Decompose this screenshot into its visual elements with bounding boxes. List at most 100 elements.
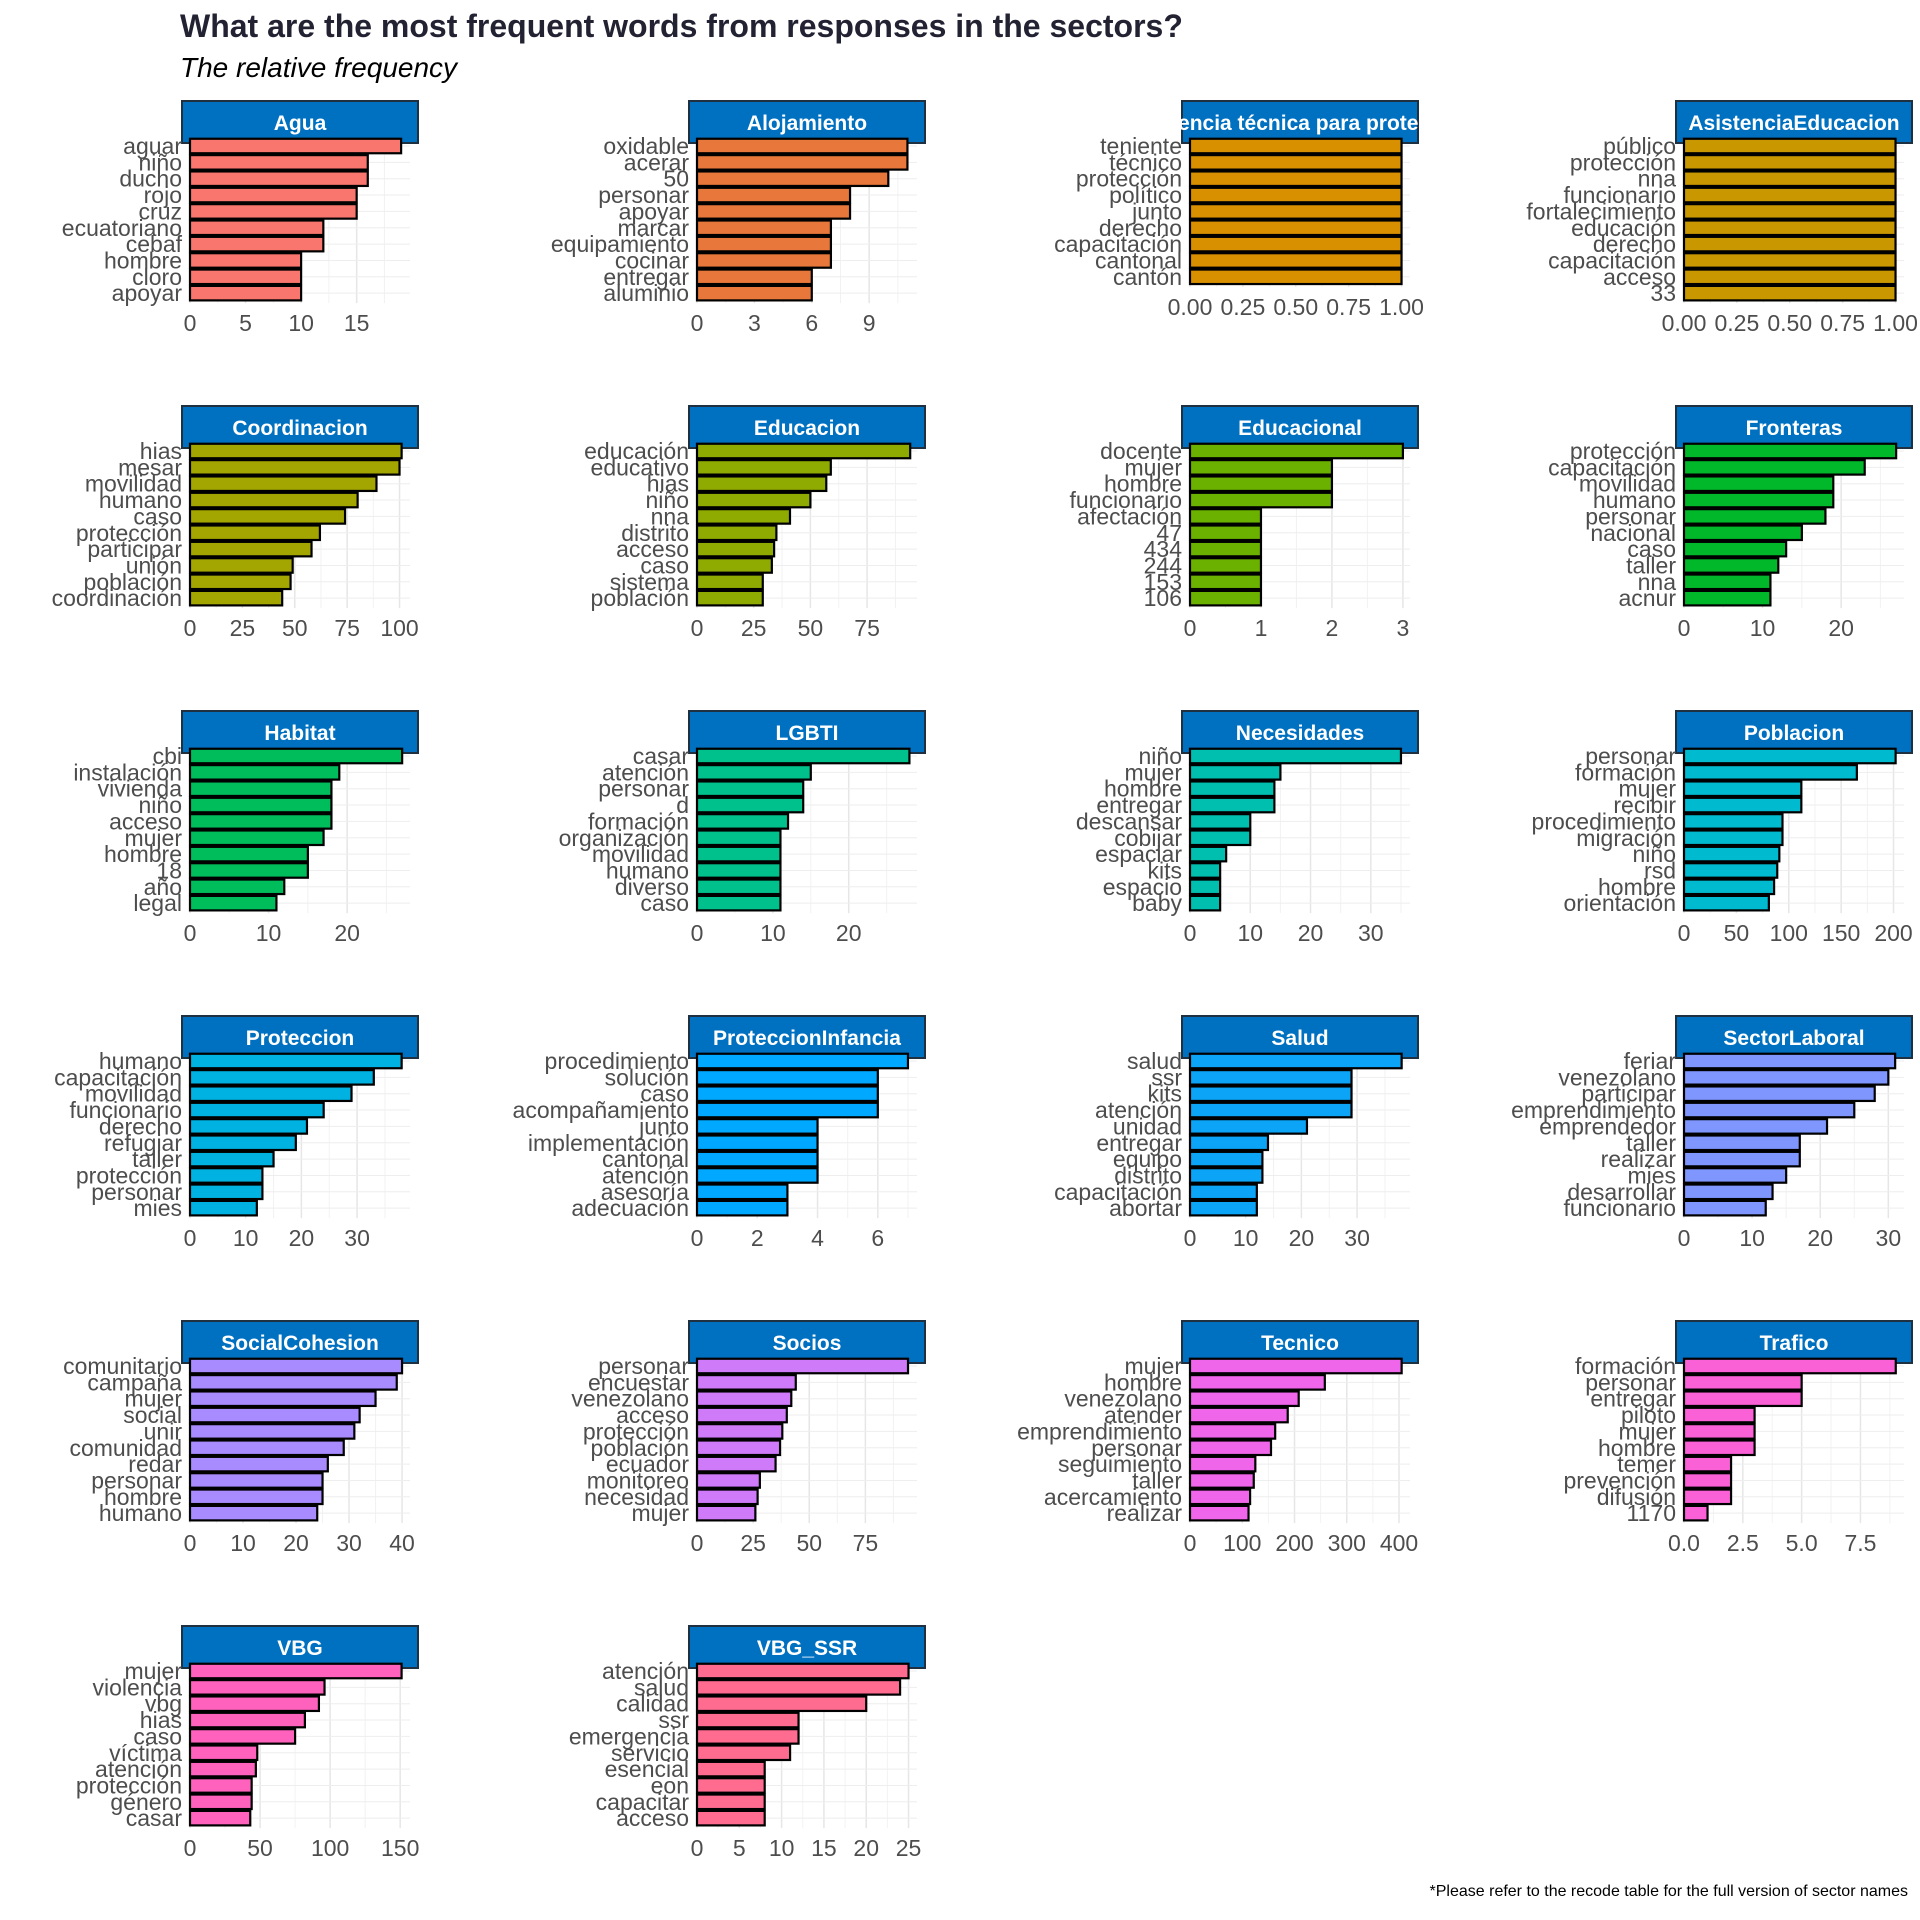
bar — [188, 1744, 259, 1762]
category-label: rsd — [1644, 857, 1676, 883]
facet-label: Habitat — [264, 722, 335, 745]
category-label: esencial — [605, 1756, 689, 1782]
chart-title: What are the most frequent words from re… — [180, 8, 1183, 44]
bar — [1682, 508, 1827, 525]
category-label: distrito — [1114, 1162, 1182, 1188]
category-label: participar — [87, 536, 182, 562]
category-label: personar — [1091, 1435, 1182, 1461]
category-label: funcionario — [1069, 487, 1182, 513]
bar — [1682, 829, 1784, 847]
facet-panel: Poblacion personarformaciónmujerrecibirpr… — [1532, 710, 1913, 946]
bar — [1188, 862, 1222, 879]
bar — [695, 845, 782, 863]
category-label: kits — [1148, 857, 1183, 883]
tick-label: 20 — [334, 920, 360, 946]
facet-panel: SectorLaboralferiarvenezolanoparticipare… — [1511, 1015, 1913, 1251]
bar — [188, 1085, 353, 1103]
chart-subtitle: The relative frequency — [180, 52, 458, 83]
bar — [188, 747, 404, 765]
bar — [695, 170, 890, 188]
bar — [188, 894, 278, 912]
category-label: eon — [651, 1772, 689, 1798]
category-label: comunidad — [69, 1435, 182, 1461]
category-label: taller — [1626, 1130, 1676, 1156]
tick-label: 25 — [740, 1530, 766, 1556]
bar — [1682, 524, 1803, 542]
tick-label: 20 — [853, 1835, 879, 1861]
category-label: junto — [1131, 198, 1182, 224]
category-label: acompañamiento — [513, 1097, 689, 1123]
category-label: entregar — [603, 264, 689, 290]
tick-label: 0 — [184, 920, 197, 946]
category-label: equipamiento — [551, 231, 689, 257]
tick-label: 100 — [1770, 920, 1808, 946]
category-label: hombre — [1104, 1369, 1182, 1395]
tick-label: 20 — [1289, 1225, 1315, 1251]
bar — [1188, 894, 1222, 912]
category-label: teniente — [1100, 133, 1182, 159]
category-label: niño — [139, 149, 182, 175]
bar — [1188, 1101, 1353, 1119]
tick-label: 1 — [1255, 615, 1268, 641]
tick-label: 10 — [1739, 1225, 1765, 1251]
bar — [695, 1390, 793, 1408]
bar — [1188, 780, 1276, 798]
category-label: espaciar — [1095, 841, 1182, 867]
bar — [188, 1167, 264, 1184]
category-label: humano — [99, 1500, 182, 1526]
tick-label: 7.5 — [1844, 1530, 1876, 1556]
bar — [188, 1760, 257, 1778]
category-label: hias — [647, 471, 689, 497]
category-label: protección — [1570, 149, 1676, 175]
category-label: acceso — [616, 1805, 689, 1831]
bar — [1682, 1373, 1803, 1391]
category-label: niño — [139, 792, 182, 818]
facet-strip — [1181, 1015, 1419, 1059]
category-label: hias — [140, 438, 182, 464]
bar — [695, 508, 792, 525]
bar — [1188, 235, 1403, 253]
bar — [695, 1167, 819, 1184]
category-label: funcionario — [69, 1097, 182, 1123]
category-label: hombre — [104, 1484, 182, 1510]
facet-strip — [688, 1320, 926, 1364]
tick-label: 100 — [311, 1835, 349, 1861]
bar — [188, 862, 309, 879]
bar — [188, 1439, 345, 1457]
bar — [1188, 829, 1252, 847]
category-label: entregar — [1096, 792, 1182, 818]
category-label: capacitación — [54, 1064, 182, 1090]
category-label: cobijar — [1114, 825, 1182, 851]
category-label: realizar — [1107, 1500, 1183, 1526]
category-label: personar — [1585, 503, 1676, 529]
category-label: acerar — [624, 149, 690, 175]
tick-label: 0 — [691, 1530, 704, 1556]
bar — [188, 491, 359, 509]
category-label: público — [1603, 133, 1676, 159]
category-label: vivienda — [98, 776, 183, 802]
category-label: mujer — [631, 1500, 689, 1526]
category-label: técnico — [1109, 149, 1182, 175]
category-label: político — [1109, 182, 1182, 208]
category-label: distrito — [621, 520, 689, 546]
category-label: atención — [602, 759, 689, 785]
bar — [1188, 1199, 1258, 1217]
category-label: ecuador — [606, 1451, 689, 1477]
category-label: cebaf — [126, 231, 183, 257]
bar — [188, 1777, 253, 1794]
bar — [1188, 137, 1403, 155]
facet-panel: Necesidades niñomujerhombreentregardescan… — [1076, 710, 1419, 946]
facet-strip — [1181, 405, 1419, 449]
bar — [695, 862, 782, 879]
facet-panel: Salud saludssrkitsatenciónunidadentregare… — [1054, 1015, 1419, 1251]
bar — [1682, 878, 1776, 896]
category-label: taller — [132, 1146, 182, 1172]
bar — [1188, 845, 1228, 863]
category-label: nna — [651, 503, 690, 529]
tick-label: 0 — [691, 1225, 704, 1251]
category-label: 244 — [1144, 552, 1183, 578]
bar — [695, 137, 909, 155]
tick-label: 5 — [239, 310, 252, 336]
category-label: cantonal — [1095, 247, 1182, 273]
category-label: caso — [1627, 536, 1676, 562]
